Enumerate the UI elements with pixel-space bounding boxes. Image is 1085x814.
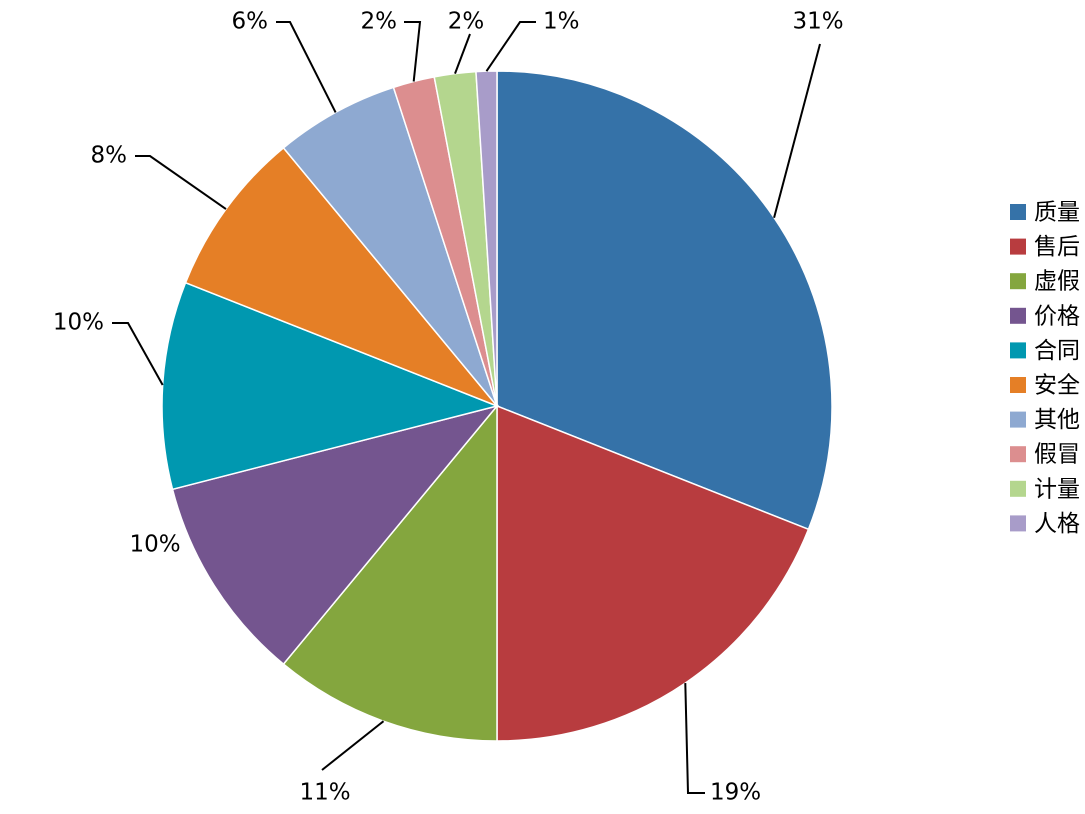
pie-slice xyxy=(282,86,498,407)
legend-label: 假冒 xyxy=(1034,442,1080,468)
pie-slice xyxy=(496,404,810,742)
legend-label: 价格 xyxy=(1034,303,1080,329)
data-label: 8% xyxy=(91,143,128,169)
pie-slice xyxy=(475,70,498,407)
legend-swatch xyxy=(1010,273,1026,290)
legend-swatch xyxy=(1010,204,1026,220)
pie-slice xyxy=(282,403,498,742)
legend-label: 质量 xyxy=(1034,200,1080,226)
data-label: 19% xyxy=(710,780,761,806)
pie-slice xyxy=(496,70,833,531)
pie-slice xyxy=(184,146,498,407)
leader-line xyxy=(404,21,422,82)
legend-swatch xyxy=(1010,238,1026,255)
legend-swatch xyxy=(1010,377,1026,393)
leader-line xyxy=(135,155,227,210)
legend-label: 安全 xyxy=(1034,373,1080,399)
legend-swatch xyxy=(1010,307,1026,324)
data-label: 10% xyxy=(53,310,104,336)
data-label: 6% xyxy=(232,9,269,35)
leader-line xyxy=(773,43,821,218)
leader-line xyxy=(454,33,471,74)
data-label: 2% xyxy=(448,9,485,35)
leader-line xyxy=(485,21,536,72)
legend-swatch xyxy=(1010,480,1026,497)
legend-label: 计量 xyxy=(1034,476,1080,502)
leader-line xyxy=(112,322,164,386)
data-label: 1% xyxy=(543,9,580,35)
leader-line xyxy=(321,720,385,771)
legend-label: 其他 xyxy=(1034,407,1080,433)
data-label: 10% xyxy=(129,532,180,558)
legend-swatch xyxy=(1010,515,1026,532)
legend-swatch xyxy=(1010,446,1026,463)
legend-swatch xyxy=(1010,342,1026,359)
legend-label: 虚假 xyxy=(1034,269,1080,295)
legend-swatch xyxy=(1010,411,1026,428)
data-label: 2% xyxy=(361,9,398,35)
data-label: 11% xyxy=(299,780,350,806)
data-label: 31% xyxy=(792,9,843,35)
legend-label: 合同 xyxy=(1034,338,1080,364)
legend-label: 售后 xyxy=(1034,234,1080,260)
legend-label: 人格 xyxy=(1034,511,1080,537)
pie-slice xyxy=(171,404,500,666)
leader-line xyxy=(684,683,705,794)
leader-line xyxy=(276,21,337,113)
